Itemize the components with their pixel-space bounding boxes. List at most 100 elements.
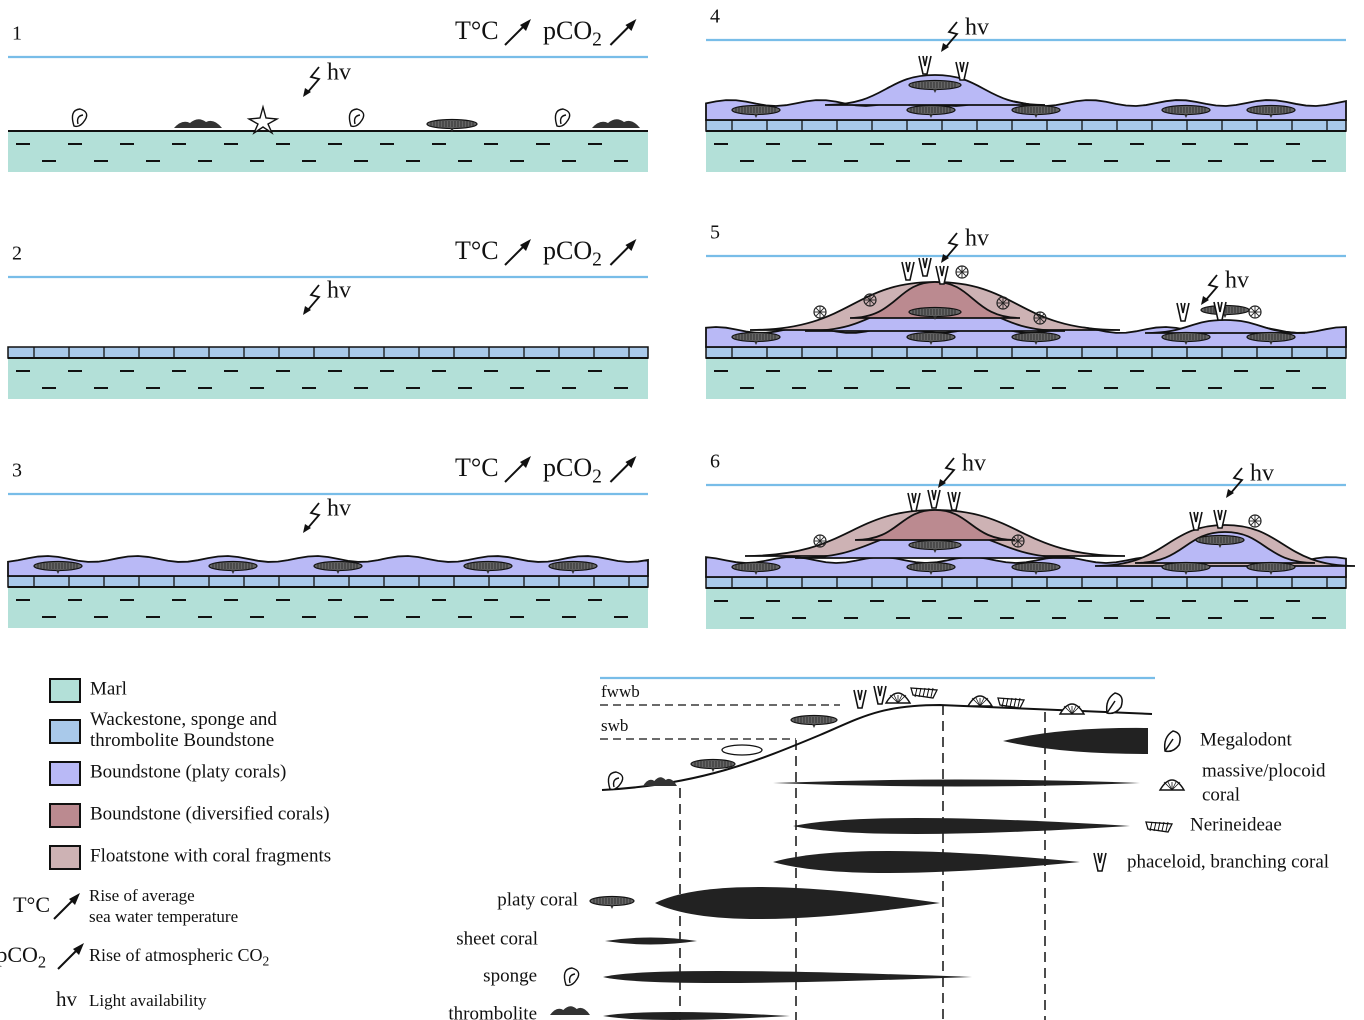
level-label: fwwb bbox=[601, 682, 640, 701]
panel-number: 2 bbox=[12, 243, 22, 265]
abundance-spindle bbox=[773, 851, 1080, 873]
megalodont-icon bbox=[1165, 731, 1180, 751]
platy-coral-stem bbox=[711, 768, 715, 772]
taxon-label: sheet coral bbox=[456, 928, 538, 949]
abundance-spindle bbox=[793, 818, 1130, 834]
light-label: hv bbox=[965, 226, 989, 252]
figure: 1T°CpCO2hv2T°CpCO2hv3T°CpCO2hv4hv5hvhv6h… bbox=[0, 0, 1364, 1020]
temperature-symbol: T°C bbox=[455, 453, 499, 482]
abundance-spindle bbox=[605, 938, 697, 945]
platy-coral-icon bbox=[909, 308, 961, 317]
legend-label: Boundstone (platy corals) bbox=[90, 761, 286, 782]
legend-label: Wackestone, sponge and bbox=[90, 709, 277, 730]
thrombolite-icon bbox=[643, 777, 677, 786]
megalodont-icon bbox=[1107, 693, 1122, 713]
branching-coral-icon bbox=[908, 493, 920, 511]
light-arrow bbox=[1230, 468, 1242, 494]
taxon-label: massive/plocoid bbox=[1202, 760, 1326, 781]
taxon-label: coral bbox=[1202, 784, 1240, 805]
marl-layer bbox=[8, 358, 648, 399]
legend-swatch bbox=[50, 762, 80, 785]
sponge-icon bbox=[349, 109, 363, 126]
level-label: swb bbox=[601, 716, 628, 735]
platy-coral-icon bbox=[909, 541, 961, 550]
light-label: hv bbox=[965, 15, 989, 41]
legend-swatch bbox=[50, 679, 80, 702]
legend-text: Rise of average bbox=[89, 886, 195, 905]
light-arrow bbox=[307, 285, 319, 311]
branching-coral-icon bbox=[902, 262, 914, 280]
abundance-spindle bbox=[655, 887, 940, 919]
co2-symbol-sub: 2 bbox=[592, 29, 602, 50]
taxon-label: thrombolite bbox=[448, 1003, 537, 1020]
panel-number: 4 bbox=[710, 6, 720, 28]
taxon-label: platy coral bbox=[497, 889, 578, 910]
panel-number: 5 bbox=[710, 222, 720, 244]
legend-symbol-sub: 2 bbox=[38, 952, 46, 971]
taxon-label: Megalodont bbox=[1200, 729, 1293, 750]
abundance-spindle bbox=[773, 780, 1140, 787]
co2-symbol-sub: 2 bbox=[592, 466, 602, 487]
branching-coral-icon bbox=[1094, 853, 1106, 871]
platy-coral-stem bbox=[610, 905, 614, 909]
legend-swatch bbox=[50, 804, 80, 827]
legend-text: Rise of atmospheric CO bbox=[89, 945, 262, 965]
branching-coral-icon bbox=[919, 258, 931, 276]
sponge-icon bbox=[72, 109, 86, 126]
light-label: hv bbox=[1225, 268, 1249, 294]
legend-swatch bbox=[50, 846, 80, 869]
light-arrow bbox=[1205, 275, 1217, 301]
legend-symbol: pCO bbox=[0, 942, 38, 967]
legend-label: Marl bbox=[90, 678, 127, 699]
branching-coral-icon bbox=[1177, 303, 1189, 321]
branching-coral-icon bbox=[948, 492, 960, 510]
branching-coral-icon bbox=[854, 690, 866, 708]
taxon-label: phaceloid, branching coral bbox=[1127, 851, 1329, 872]
legend-symbol: T°C bbox=[13, 892, 50, 917]
sponge-icon bbox=[555, 109, 569, 126]
sponge-icon bbox=[608, 772, 622, 789]
temperature-symbol: T°C bbox=[455, 236, 499, 265]
marl-layer bbox=[706, 131, 1346, 172]
legend-text: Light availability bbox=[89, 991, 207, 1010]
panel-number: 1 bbox=[12, 23, 22, 45]
abundance-spindle bbox=[603, 1012, 790, 1020]
legend-text: sea water temperature bbox=[89, 907, 238, 926]
temperature-symbol: T°C bbox=[455, 16, 499, 45]
marl-layer bbox=[706, 588, 1346, 629]
panel-number: 6 bbox=[710, 451, 720, 473]
legend-swatch bbox=[50, 720, 80, 743]
platy-coral-stem bbox=[812, 724, 816, 728]
panel-number: 3 bbox=[12, 460, 22, 482]
taxon-label: sponge bbox=[483, 965, 537, 986]
light-label: hv bbox=[327, 496, 351, 522]
branching-coral-icon bbox=[874, 686, 886, 704]
marl-layer bbox=[706, 358, 1346, 399]
abundance-spindle bbox=[603, 971, 972, 983]
legend-label: thrombolite Boundstone bbox=[90, 730, 274, 751]
legend-text-sub: 2 bbox=[262, 953, 269, 968]
sponge-icon bbox=[564, 968, 578, 985]
co2-symbol: pCO bbox=[543, 236, 592, 265]
light-arrow bbox=[307, 503, 319, 529]
legend-symbol: hv bbox=[56, 987, 78, 1011]
taxon-label: Nerineideae bbox=[1190, 814, 1282, 835]
light-arrow bbox=[942, 458, 954, 484]
sheet-coral-icon bbox=[722, 745, 762, 755]
co2-symbol: pCO bbox=[543, 16, 592, 45]
thrombolite-icon bbox=[174, 119, 222, 128]
branching-coral-icon bbox=[919, 56, 931, 74]
co2-symbol-sub: 2 bbox=[592, 249, 602, 270]
platy-coral-icon bbox=[909, 81, 961, 90]
light-label: hv bbox=[327, 60, 351, 86]
light-arrow bbox=[307, 67, 319, 93]
light-arrow bbox=[945, 22, 957, 48]
starfish-icon bbox=[249, 107, 277, 133]
branching-coral-icon bbox=[928, 490, 940, 508]
light-label: hv bbox=[327, 278, 351, 304]
thrombolite-icon bbox=[592, 119, 640, 128]
marl-layer bbox=[8, 587, 648, 628]
light-label: hv bbox=[1250, 461, 1274, 487]
marl-layer bbox=[8, 131, 648, 172]
co2-symbol: pCO bbox=[543, 453, 592, 482]
